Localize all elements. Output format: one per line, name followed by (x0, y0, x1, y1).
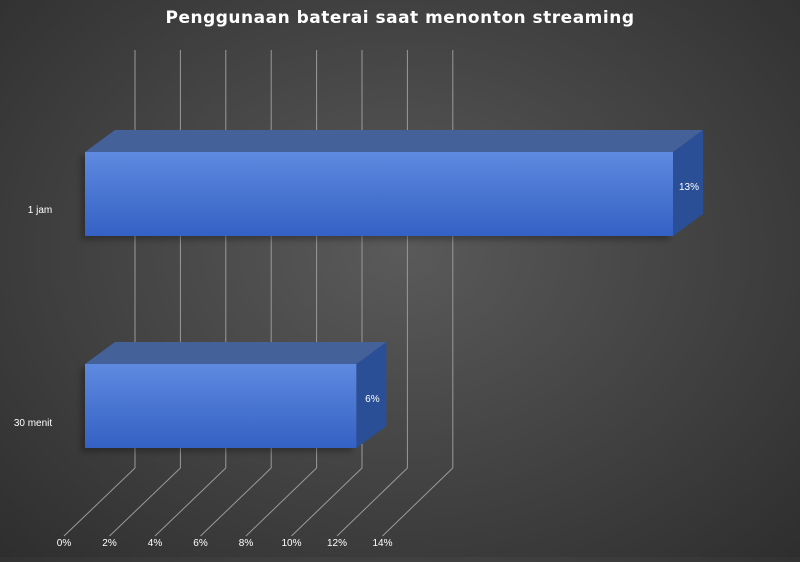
gridline-floor (245, 467, 317, 537)
gridline-floor (154, 467, 227, 537)
x-tick-label: 14% (372, 538, 392, 549)
gridline-floor (63, 467, 136, 537)
x-tick-label: 0% (57, 538, 72, 549)
bar-front-face (85, 152, 673, 236)
bar-top-face (85, 342, 387, 364)
data-label: 13% (679, 182, 699, 193)
gridline-floor (382, 467, 454, 537)
gridline-floor (200, 467, 272, 537)
x-tick-label: 10% (281, 538, 301, 549)
x-tick-label: 2% (102, 538, 117, 549)
data-label: 6% (365, 394, 380, 405)
bar (85, 342, 387, 448)
bar (85, 130, 703, 236)
chart-title: Penggunaan baterai saat menonton streami… (165, 8, 635, 28)
x-tick-label: 4% (148, 538, 163, 549)
x-tick-label: 6% (193, 538, 208, 549)
gridline-floor (109, 467, 181, 537)
category-label: 1 jam (28, 205, 52, 216)
gridline-floor (336, 467, 408, 537)
bar-front-face (85, 364, 357, 448)
category-label: 30 menit (14, 418, 53, 429)
bar-side-face (673, 130, 703, 236)
bar-top-face (85, 130, 703, 152)
gridline-floor (291, 467, 363, 537)
bar-side-face (356, 342, 387, 448)
x-tick-label: 12% (327, 538, 347, 549)
x-tick-label: 8% (239, 538, 254, 549)
